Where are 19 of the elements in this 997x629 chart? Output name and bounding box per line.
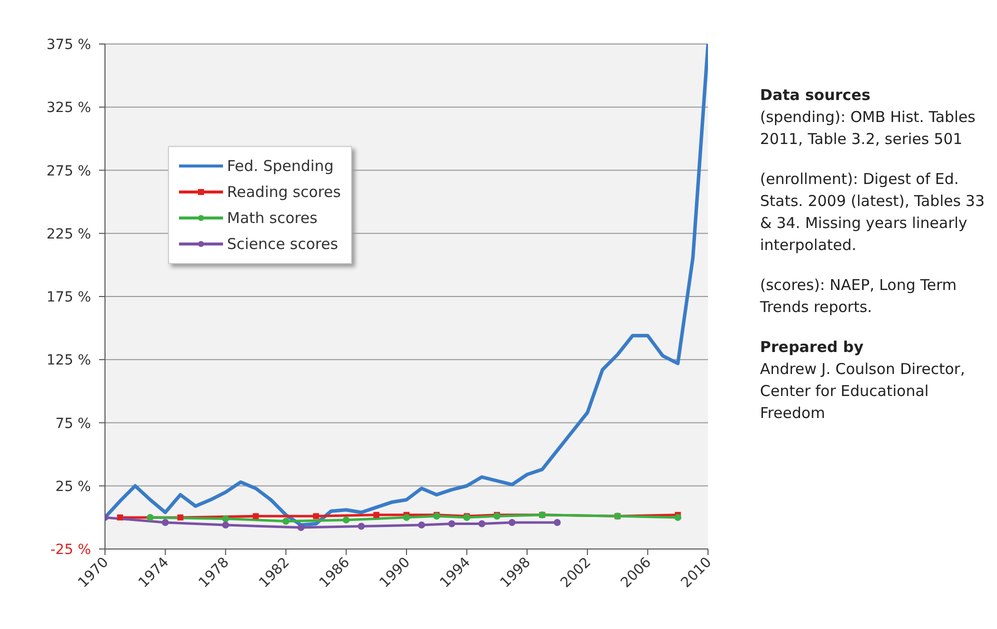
text: (spending): OMB Hist. Tables 2011, Table 3.2, series 501 bbox=[760, 107, 976, 150]
text: Andrew J. Coulson Director, Center for Educational Freedom bbox=[760, 359, 966, 424]
y-tick-label: 325 % bbox=[46, 100, 91, 116]
y-tick-label: 175 % bbox=[46, 290, 91, 306]
y-tick-label: 375 % bbox=[46, 37, 91, 53]
y-tick-label: 275 % bbox=[46, 163, 91, 180]
y-tick-label: 25 % bbox=[55, 478, 91, 495]
y-tick-label: -25 % bbox=[50, 542, 91, 558]
text: (scores): NAEP, Long Term Trends reports. bbox=[760, 275, 958, 318]
legend-label: Reading scores bbox=[227, 182, 341, 203]
legend-label: Fed. Spending bbox=[227, 156, 334, 177]
legend-label: Science scores bbox=[227, 234, 338, 255]
y-tick-label: 125 % bbox=[46, 352, 91, 369]
y-tick-label: 225 % bbox=[46, 226, 91, 242]
text: (enrollment): Digest of Ed. Stats. 2009 (latest), Tables 33 & 34. Missing years linearly interpolated. bbox=[760, 169, 986, 256]
y-tick-label: 75 % bbox=[55, 416, 91, 432]
legend-label: Math scores bbox=[227, 208, 318, 229]
text: Data sources bbox=[760, 85, 872, 106]
text: Prepared by bbox=[760, 337, 864, 358]
